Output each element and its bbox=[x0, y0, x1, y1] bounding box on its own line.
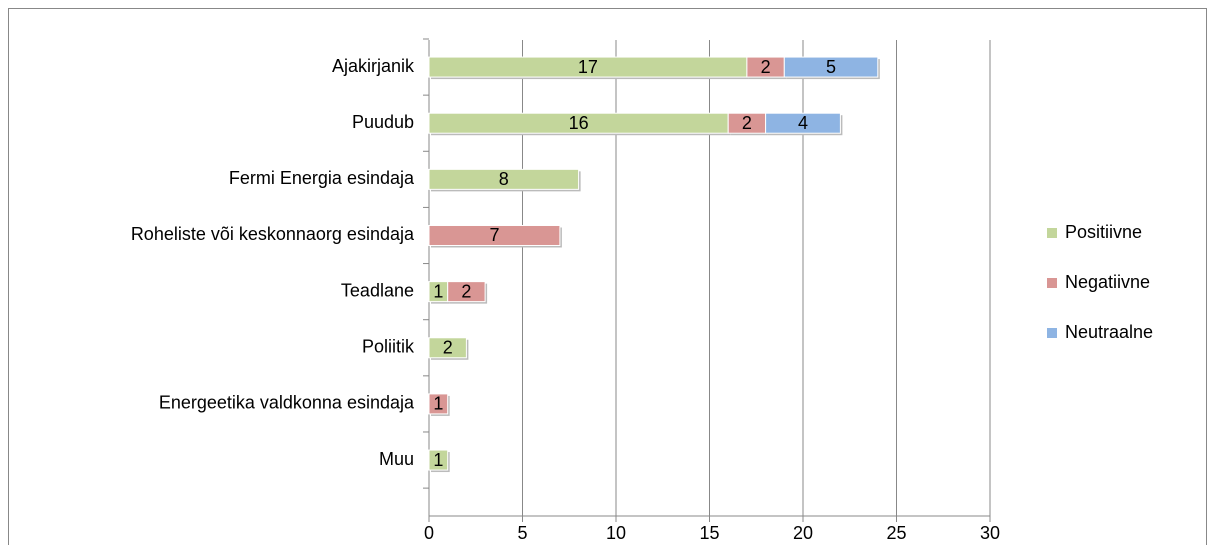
bar bbox=[428, 337, 467, 359]
y-tick-label: Poliitik bbox=[362, 337, 415, 357]
legend-swatch bbox=[1047, 328, 1057, 338]
chart-frame bbox=[8, 8, 1207, 545]
data-label: 4 bbox=[798, 113, 808, 133]
legend-swatch bbox=[1047, 278, 1057, 288]
legend-label: Positiivne bbox=[1065, 222, 1142, 242]
x-tick-label: 30 bbox=[980, 523, 1000, 543]
bar bbox=[428, 224, 561, 246]
bar bbox=[783, 56, 879, 78]
y-tick-label: Fermi Energia esindaja bbox=[229, 168, 415, 188]
data-label: 2 bbox=[461, 281, 471, 301]
data-label: 7 bbox=[489, 225, 499, 245]
x-tick-label: 5 bbox=[517, 523, 527, 543]
data-label: 16 bbox=[569, 113, 589, 133]
x-tick-label: 0 bbox=[424, 523, 434, 543]
y-tick-label: Teadlane bbox=[341, 280, 414, 300]
data-label: 5 bbox=[826, 57, 836, 77]
data-label: 2 bbox=[443, 338, 453, 358]
y-tick-label: Puudub bbox=[352, 112, 414, 132]
y-tick-label: Muu bbox=[379, 449, 414, 469]
x-tick-label: 20 bbox=[793, 523, 813, 543]
x-tick-label: 10 bbox=[606, 523, 626, 543]
bar bbox=[428, 449, 449, 471]
bar bbox=[428, 393, 449, 415]
bar bbox=[765, 112, 841, 134]
data-label: 1 bbox=[433, 394, 443, 414]
x-tick-label: 15 bbox=[699, 523, 719, 543]
data-label: 1 bbox=[433, 281, 443, 301]
legend-swatch bbox=[1047, 228, 1057, 238]
legend-label: Neutraalne bbox=[1065, 322, 1153, 342]
bar bbox=[447, 281, 486, 303]
data-label: 2 bbox=[761, 57, 771, 77]
data-label: 17 bbox=[578, 57, 598, 77]
y-tick-label: Roheliste või keskonnaorg esindaja bbox=[131, 224, 415, 244]
y-tick-label: Energeetika valdkonna esindaja bbox=[159, 393, 415, 413]
data-label: 2 bbox=[742, 113, 752, 133]
y-tick-label: Ajakirjanik bbox=[332, 56, 415, 76]
legend-label: Negatiivne bbox=[1065, 272, 1150, 292]
bar bbox=[428, 168, 580, 190]
data-label: 8 bbox=[499, 169, 509, 189]
data-label: 1 bbox=[433, 450, 443, 470]
x-tick-label: 25 bbox=[886, 523, 906, 543]
